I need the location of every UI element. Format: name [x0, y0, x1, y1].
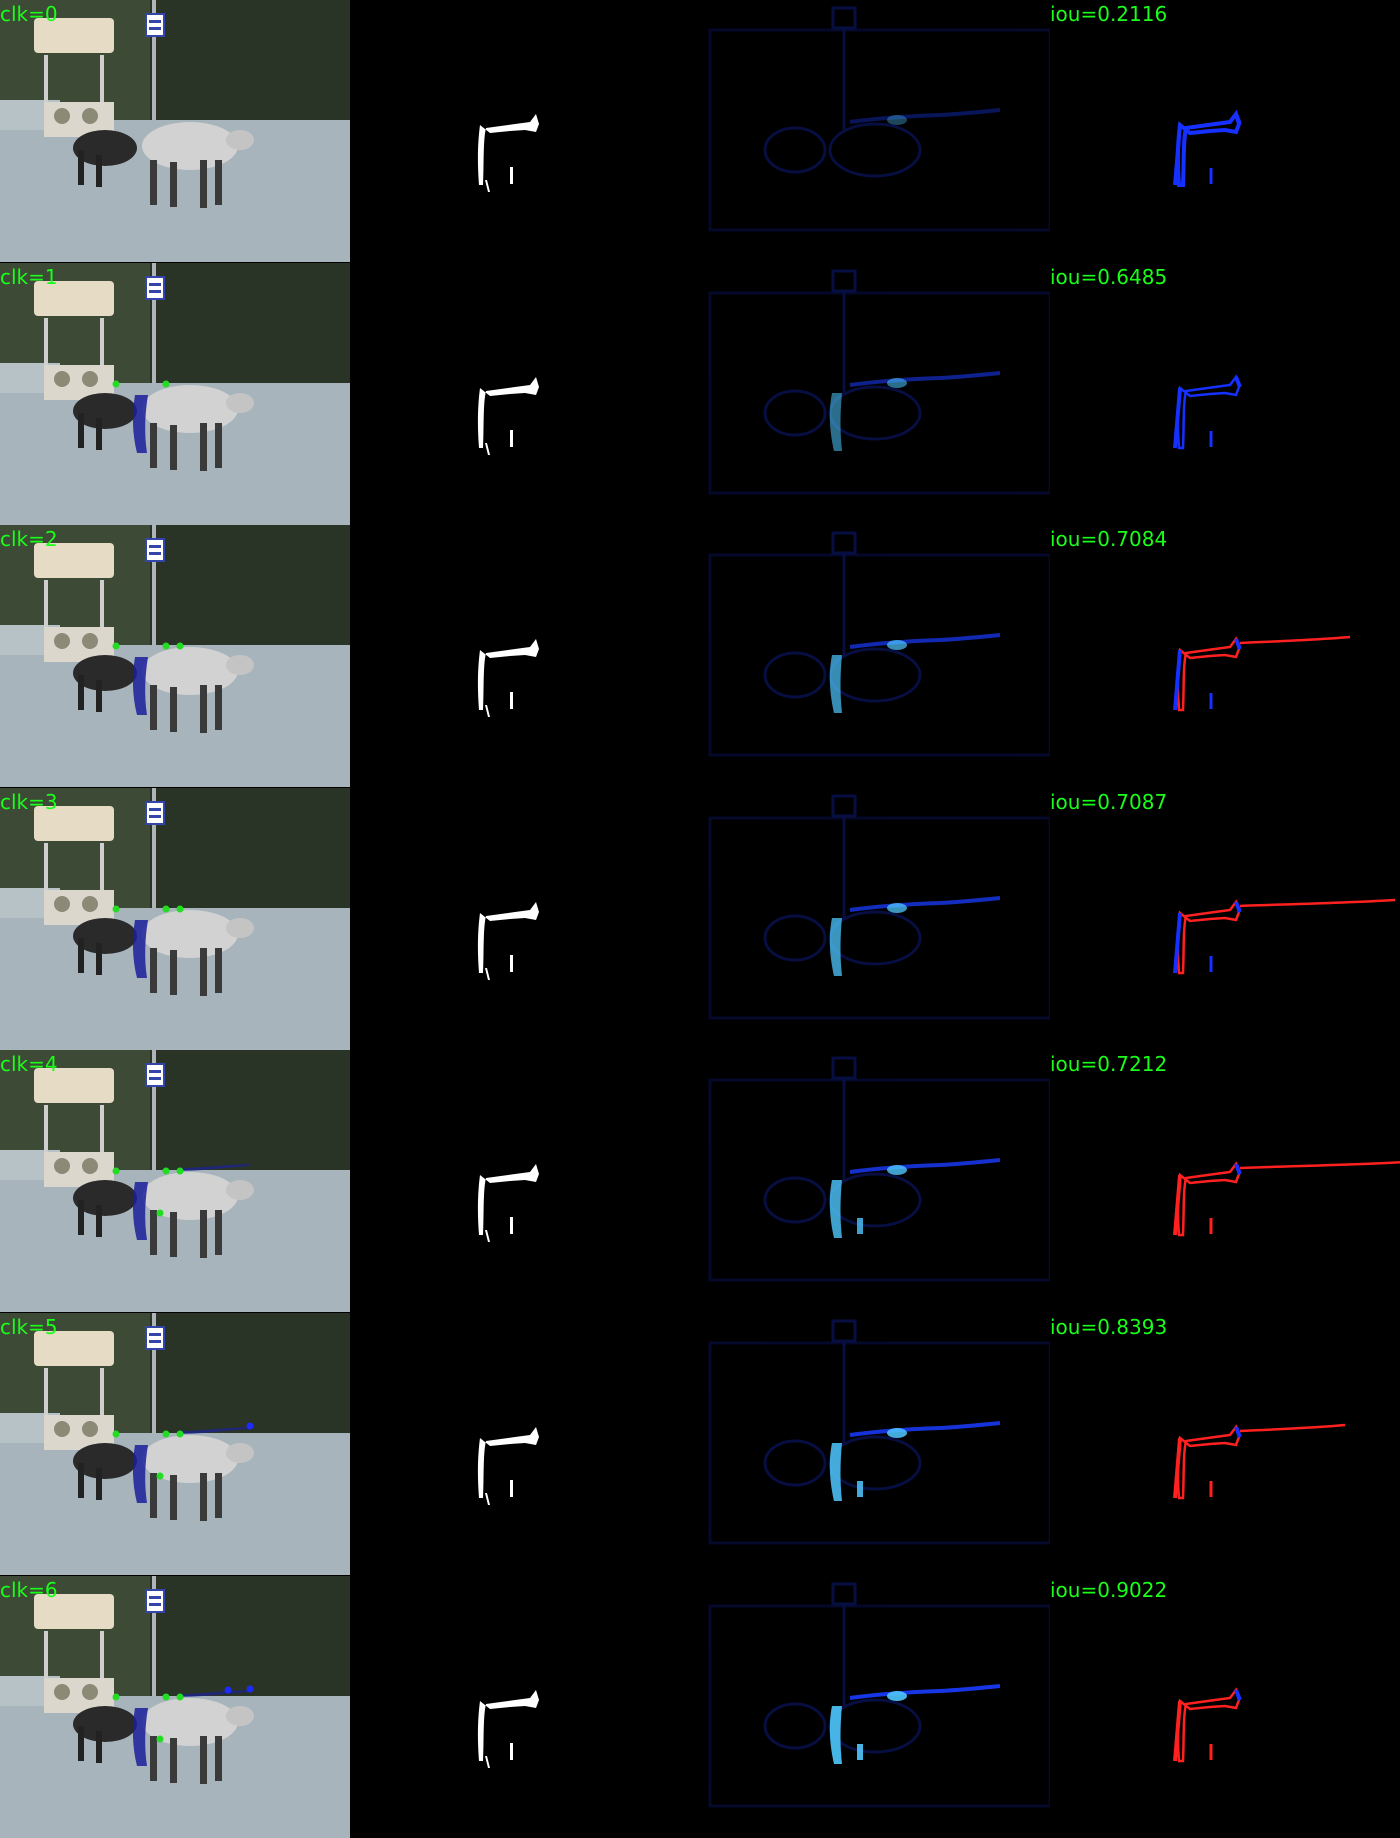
positive-click-point — [112, 642, 120, 650]
ground-truth-mask — [350, 525, 700, 788]
gt-mask-shape — [477, 639, 539, 718]
prediction-overlay — [132, 1445, 148, 1503]
input-image-with-clicks — [0, 787, 350, 1050]
prediction-overlay — [132, 919, 148, 978]
gt-mask-shape — [477, 1427, 539, 1505]
gt-mask-shape — [477, 376, 539, 455]
positive-click-point — [162, 1693, 170, 1701]
click-count-label: clk=5 — [0, 1315, 58, 1339]
click-count-label: clk=4 — [0, 1052, 58, 1077]
iou-score-label: iou=0.9022 — [1050, 1577, 1168, 1602]
probability-map — [700, 1050, 1050, 1313]
positive-click-point — [156, 1472, 164, 1480]
positive-click-point — [176, 1167, 184, 1175]
result-row: clk=5 iou=0.8393 — [0, 1313, 1400, 1575]
probability-map — [700, 0, 1050, 262]
pavilion-roof — [34, 18, 114, 53]
gt-mask-shape — [477, 901, 539, 980]
iou-score-label: iou=0.2116 — [1050, 2, 1168, 26]
gt-mask-shape — [477, 1164, 539, 1243]
positive-click-point — [162, 1167, 170, 1175]
prediction-overlay — [132, 657, 148, 716]
prediction-overlay — [132, 1707, 148, 1766]
error-map — [1050, 1575, 1400, 1838]
result-row: clk=3 iou=0.7087 — [0, 787, 1400, 1050]
prediction-overlay — [132, 1182, 148, 1241]
probability-map — [700, 787, 1050, 1050]
error-map — [1050, 1313, 1400, 1575]
positive-click-point — [176, 905, 184, 913]
positive-click-point — [176, 642, 184, 650]
positive-click-point — [112, 1693, 120, 1701]
iou-score-label: iou=0.8393 — [1050, 1315, 1168, 1339]
result-row: clk=6 iou=0.9022 — [0, 1575, 1400, 1838]
result-row: clk=0 iou=0.2116 — [0, 0, 1400, 262]
pavilion-roof — [34, 805, 114, 841]
result-row: clk=1 iou=0.6485 — [0, 262, 1400, 525]
result-row: clk=4 iou=0.7212 — [0, 1050, 1400, 1313]
error-map — [1050, 0, 1400, 262]
probability-map — [700, 1313, 1050, 1575]
negative-click-point — [246, 1685, 254, 1693]
click-count-label: clk=2 — [0, 527, 58, 552]
click-count-label: clk=3 — [0, 789, 58, 814]
positive-click-point — [162, 380, 170, 388]
probability-map — [700, 262, 1050, 525]
ground-truth-mask — [350, 0, 700, 262]
positive-click-point — [162, 1430, 170, 1438]
input-image-with-clicks — [0, 525, 350, 788]
pavilion-roof — [34, 543, 114, 579]
gt-mask-shape — [477, 1689, 539, 1768]
error-map — [1050, 262, 1400, 525]
positive-click-point — [156, 1735, 164, 1743]
iou-score-label: iou=0.7084 — [1050, 527, 1168, 552]
positive-click-point — [112, 1430, 120, 1438]
click-count-label: clk=6 — [0, 1577, 58, 1602]
iou-score-label: iou=0.7087 — [1050, 789, 1168, 814]
result-row: clk=2 iou=0.7084 — [0, 525, 1400, 788]
ground-truth-mask — [350, 787, 700, 1050]
pavilion-roof — [34, 1331, 114, 1366]
negative-click-point — [246, 1422, 254, 1430]
ground-truth-mask — [350, 1575, 700, 1838]
positive-click-point — [176, 1693, 184, 1701]
pavilion-roof — [34, 1068, 114, 1104]
input-image-with-clicks — [0, 1575, 350, 1838]
probability-map — [700, 525, 1050, 788]
negative-click-point — [224, 1686, 232, 1694]
positive-click-point — [156, 1209, 164, 1217]
positive-click-point — [162, 905, 170, 913]
iou-score-label: iou=0.7212 — [1050, 1052, 1168, 1077]
ground-truth-mask — [350, 262, 700, 525]
ground-truth-mask — [350, 1050, 700, 1313]
gt-mask-shape — [477, 114, 539, 192]
ground-truth-mask — [350, 1313, 700, 1575]
error-map — [1050, 525, 1400, 788]
error-map — [1050, 1050, 1400, 1313]
positive-click-point — [162, 642, 170, 650]
prediction-overlay — [132, 394, 148, 453]
positive-click-point — [112, 380, 120, 388]
pavilion-roof — [34, 280, 114, 316]
input-image-with-clicks — [0, 262, 350, 525]
probability-map — [700, 1575, 1050, 1838]
positive-click-point — [112, 905, 120, 913]
positive-click-point — [176, 1430, 184, 1438]
positive-click-point — [112, 1167, 120, 1175]
input-image-with-clicks — [0, 1050, 350, 1313]
input-image-with-clicks — [0, 0, 350, 262]
click-count-label: clk=0 — [0, 2, 58, 26]
input-image-with-clicks — [0, 1313, 350, 1575]
click-count-label: clk=1 — [0, 264, 58, 289]
pavilion-roof — [34, 1593, 114, 1629]
error-map — [1050, 787, 1400, 1050]
iou-score-label: iou=0.6485 — [1050, 264, 1168, 289]
